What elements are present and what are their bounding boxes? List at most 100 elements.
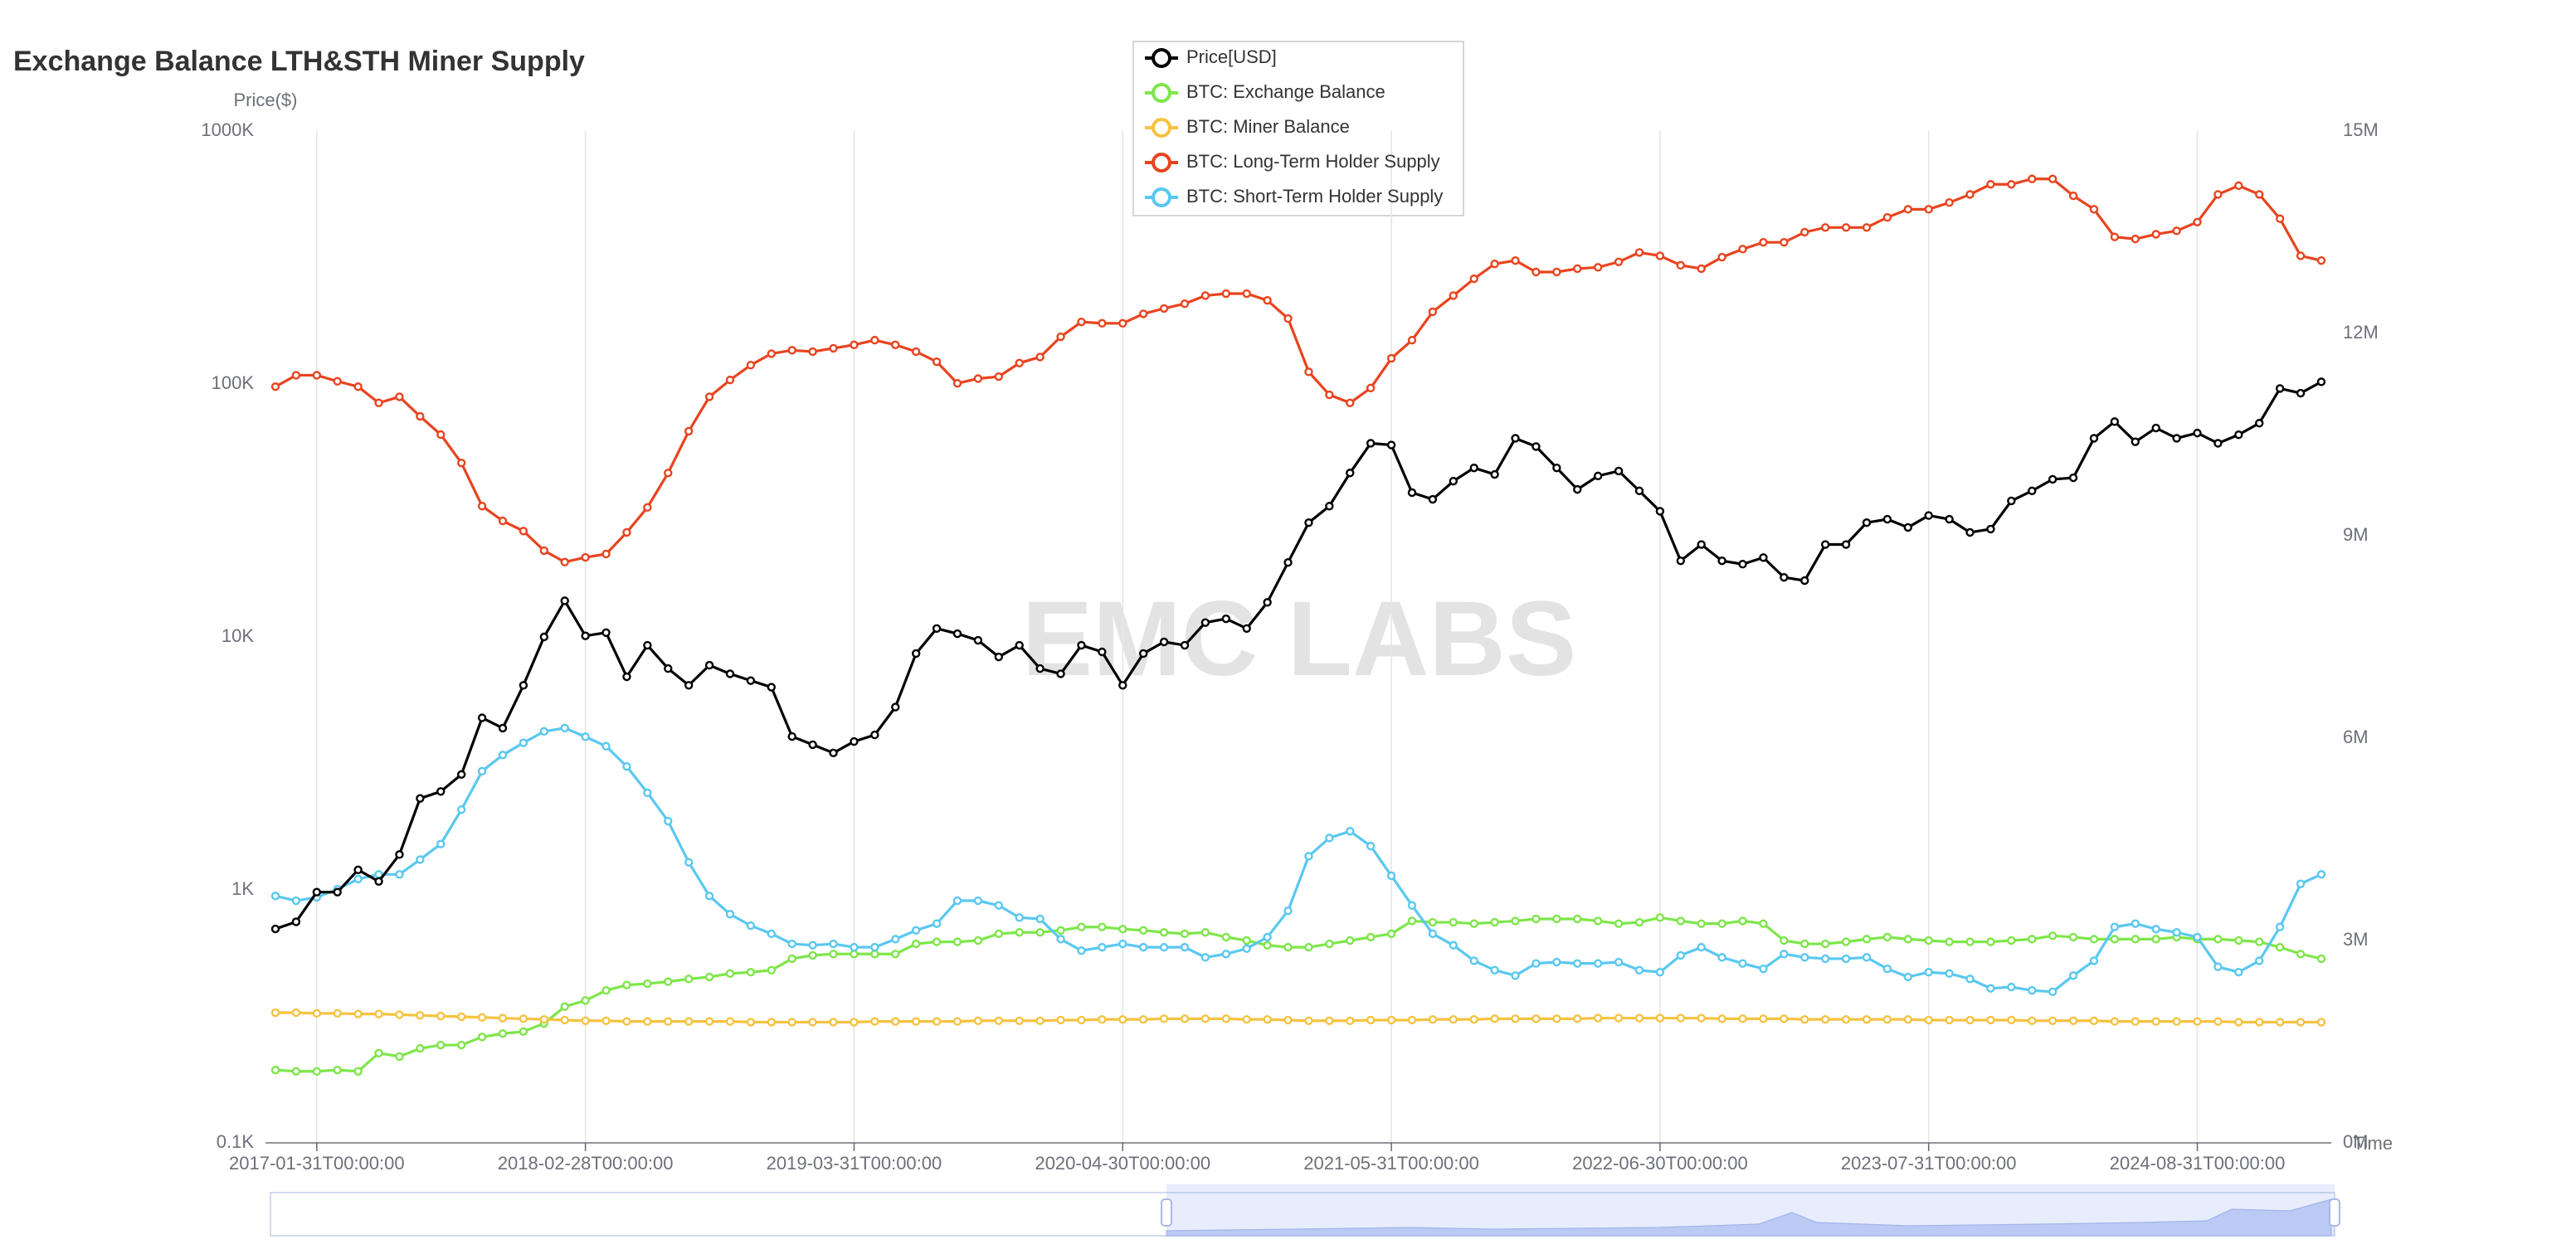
- data-point: [291, 1067, 301, 1076]
- legend-icon-marker[interactable]: [1152, 118, 1171, 138]
- zoom-preview: [1166, 1198, 2332, 1237]
- data-point: [1035, 1016, 1045, 1025]
- legend-label[interactable]: Price[USD]: [1186, 46, 1277, 67]
- data-point: [1614, 257, 1624, 266]
- data-point: [1655, 507, 1665, 516]
- y2-tick-label: 9M: [2343, 524, 2369, 545]
- zoom-window[interactable]: [1166, 1184, 2335, 1236]
- data-point: [1676, 260, 1686, 270]
- data-point: [1386, 440, 1396, 450]
- legend-label[interactable]: BTC: Long-Term Holder Supply: [1186, 151, 1440, 172]
- legend-label[interactable]: BTC: Short-Term Holder Supply: [1186, 186, 1443, 207]
- x-tick-label: 2023-07-31T00:00:00: [1841, 1153, 2017, 1174]
- data-point: [1469, 463, 1478, 473]
- data-point: [1304, 852, 1313, 861]
- data-point: [1655, 913, 1665, 922]
- legend-icon-marker[interactable]: [1152, 83, 1171, 103]
- data-point: [477, 502, 487, 511]
- legend-icon-marker[interactable]: [1152, 153, 1171, 173]
- data-point: [1862, 518, 1872, 527]
- data-point: [664, 1017, 673, 1026]
- legend-item[interactable]: Price[USD]: [1145, 46, 1277, 68]
- legend-label[interactable]: BTC: Exchange Balance: [1186, 81, 1385, 102]
- data-point: [2296, 950, 2306, 959]
- data-point: [870, 942, 879, 952]
- data-point: [1180, 640, 1190, 650]
- data-point: [353, 874, 363, 884]
- data-point: [1407, 335, 1417, 345]
- legend-item[interactable]: BTC: Long-Term Holder Supply: [1145, 151, 1440, 173]
- data-point: [1800, 939, 1809, 949]
- data-point: [1449, 941, 1458, 950]
- data-point: [1573, 914, 1582, 924]
- data-point: [2255, 190, 2264, 199]
- data-point: [291, 896, 301, 906]
- legend-item[interactable]: BTC: Miner Balance: [1145, 116, 1350, 138]
- data-point: [911, 939, 921, 949]
- y-tick-label: 1K: [231, 878, 254, 899]
- data-point: [891, 950, 900, 959]
- data-point: [456, 770, 466, 780]
- data-point: [312, 371, 322, 380]
- data-point: [1159, 942, 1169, 952]
- data-point: [270, 924, 280, 934]
- data-point: [1366, 932, 1376, 942]
- data-point: [1862, 953, 1872, 962]
- data-point: [1882, 1014, 1892, 1024]
- data-point: [1552, 1014, 1561, 1023]
- data-point: [1469, 956, 1478, 965]
- data-point: [1965, 975, 1975, 984]
- data-point: [1903, 935, 1913, 944]
- data-zoom[interactable]: [270, 1184, 2340, 1237]
- data-point: [808, 1018, 817, 1027]
- watermark: EMC LABS: [1022, 580, 1576, 698]
- data-point: [2028, 935, 2037, 944]
- data-point: [1717, 953, 1726, 962]
- data-point: [1820, 1014, 1830, 1024]
- data-point: [808, 740, 817, 750]
- y-tick-label: 0.1K: [217, 1131, 255, 1152]
- zoom-handle[interactable]: [1161, 1198, 1172, 1227]
- data-point: [1634, 248, 1644, 257]
- data-point: [2007, 982, 2016, 992]
- data-point: [704, 972, 714, 982]
- y2-tick-label: 3M: [2343, 929, 2369, 950]
- legend-icon-marker[interactable]: [1152, 187, 1171, 207]
- data-point: [622, 1017, 631, 1026]
- data-point: [1820, 954, 1830, 964]
- data-point: [684, 858, 694, 867]
- legend-item[interactable]: BTC: Exchange Balance: [1145, 81, 1385, 103]
- data-point: [1056, 669, 1065, 678]
- data-point: [994, 372, 1004, 382]
- data-point: [1159, 637, 1169, 647]
- legend-item[interactable]: BTC: Short-Term Holder Supply: [1145, 186, 1443, 207]
- data-point: [1098, 318, 1107, 328]
- data-point: [704, 392, 714, 401]
- data-point: [539, 546, 549, 556]
- legend-icon-marker[interactable]: [1152, 48, 1171, 68]
- data-point: [581, 552, 590, 562]
- data-point: [932, 1017, 942, 1026]
- data-point: [1614, 919, 1624, 928]
- data-point: [1035, 663, 1045, 673]
- data-point: [1573, 959, 1582, 968]
- data-point: [395, 850, 404, 859]
- data-point: [1015, 1016, 1024, 1025]
- data-point: [932, 937, 942, 946]
- data-point: [1346, 1016, 1355, 1025]
- data-point: [1862, 223, 1872, 232]
- data-point: [829, 748, 838, 758]
- legend-label[interactable]: BTC: Miner Balance: [1186, 116, 1350, 137]
- data-point: [581, 996, 590, 1005]
- data-point: [1263, 941, 1272, 950]
- data-point: [973, 635, 983, 645]
- data-point: [1283, 942, 1293, 952]
- data-point: [1263, 598, 1272, 607]
- data-point: [1924, 936, 1933, 945]
- data-point: [1841, 223, 1851, 232]
- data-point: [2234, 968, 2243, 977]
- data-point: [1697, 540, 1706, 549]
- zoom-handle[interactable]: [2329, 1198, 2340, 1227]
- y-axis-label: Price($): [233, 90, 297, 110]
- data-point: [1759, 1014, 1768, 1023]
